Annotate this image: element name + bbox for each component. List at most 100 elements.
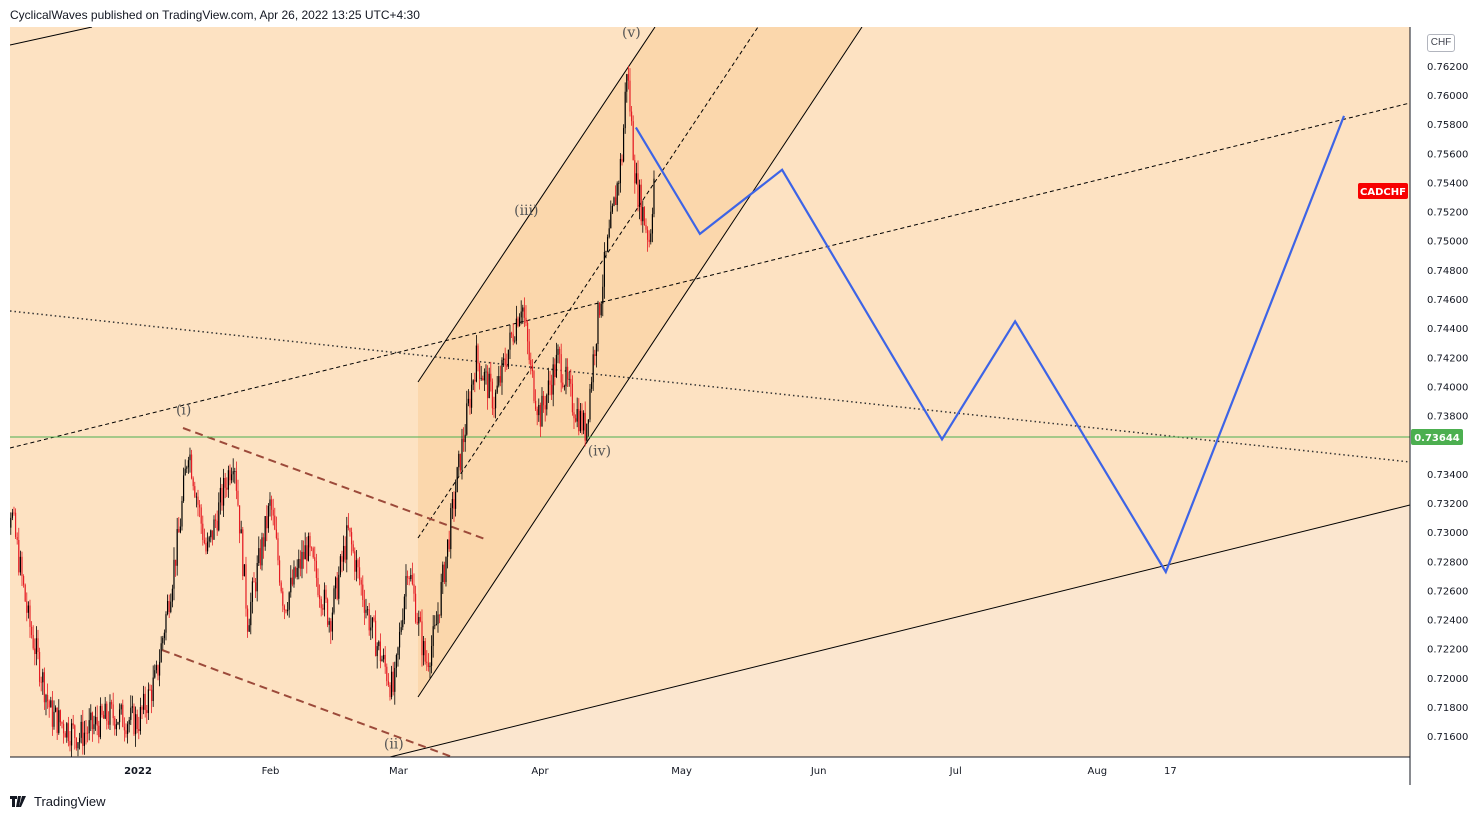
x-tick-label: Mar [389, 766, 409, 777]
candle-body [307, 536, 309, 561]
candle-body [152, 677, 154, 702]
candle-body [214, 519, 217, 521]
candle-body [272, 509, 274, 516]
candle-body [475, 345, 477, 382]
candle-body [13, 512, 15, 514]
candle-body [445, 556, 447, 583]
candle-body [293, 567, 295, 585]
lower-zone [10, 505, 1410, 757]
candle-body [154, 670, 156, 678]
candle-body [77, 742, 79, 749]
candle-body [27, 605, 29, 613]
candle-body [595, 344, 597, 356]
candle-body [262, 537, 265, 547]
candle-body [117, 722, 119, 725]
candle-body [280, 582, 282, 592]
candle-body [118, 709, 121, 723]
candle-body [491, 381, 493, 409]
candle-body [352, 544, 354, 552]
candle-body [602, 286, 604, 304]
candle-body [342, 545, 345, 562]
candle-body [131, 706, 133, 708]
candle-body [442, 564, 444, 583]
candle-body [544, 405, 546, 410]
candle-body [512, 334, 514, 342]
candle-body [550, 384, 553, 395]
candle-body [454, 492, 457, 509]
candle-body [230, 474, 233, 481]
candle-body [206, 541, 209, 552]
candle-body [429, 665, 431, 668]
candle-body [237, 490, 239, 506]
candle-body [517, 318, 519, 326]
candle-body [298, 558, 300, 568]
wave-label: (iii) [514, 203, 538, 219]
candle-body [136, 714, 138, 729]
candle-body [125, 730, 127, 734]
candle-body [496, 385, 498, 393]
candle-body [40, 681, 42, 683]
candle-body [174, 559, 177, 566]
candle-body [187, 460, 189, 468]
candle-body [376, 646, 378, 657]
candle-body [269, 499, 271, 506]
candle-body [560, 354, 562, 383]
candle-body [488, 373, 490, 399]
candle-body [458, 453, 460, 468]
brand-name: TradingView [34, 794, 106, 809]
candle-body [227, 470, 229, 490]
candle-body [522, 307, 524, 312]
candle-body [600, 303, 602, 316]
candle-body [325, 589, 327, 600]
candle-body [469, 398, 471, 408]
candle-body [534, 400, 537, 410]
candle-body [232, 471, 234, 475]
candle-body [586, 423, 588, 441]
candle-body [242, 529, 244, 577]
candle-body [323, 589, 325, 610]
candle-body [635, 173, 637, 184]
candle-body [194, 486, 196, 497]
candle-body [494, 392, 497, 409]
candle-body [184, 468, 186, 476]
currency-badge[interactable]: CHF [1427, 34, 1455, 52]
candle-body [35, 638, 37, 655]
candle-body [328, 621, 330, 625]
candle-body [502, 358, 505, 360]
candle-body [286, 609, 289, 612]
candle-body [363, 600, 365, 613]
candle-body [59, 710, 61, 723]
candle-body [558, 348, 561, 355]
candle-body [291, 577, 293, 585]
candle-body [277, 538, 279, 561]
candle-body [309, 536, 311, 548]
candle-body [467, 398, 469, 404]
candle-body [306, 545, 308, 561]
candle-body [251, 581, 253, 602]
candle-body [434, 625, 436, 627]
candle-body [349, 527, 351, 533]
wave-ii-channel-upper [182, 427, 486, 540]
candle-body [581, 410, 583, 431]
wave-label: (v) [622, 25, 641, 41]
x-tick-label: Aug [1088, 766, 1108, 777]
candle-body [94, 716, 97, 725]
candle-body [218, 502, 220, 531]
upper-left-line [10, 27, 93, 46]
candle-body [146, 710, 148, 714]
candle-body [133, 706, 135, 735]
y-tick-label: 0.72800 [1427, 557, 1468, 568]
candle-body [317, 577, 319, 596]
candle-body [438, 614, 441, 616]
candle-body [222, 477, 225, 506]
y-tick-label: 0.72600 [1427, 586, 1468, 597]
candle-body [243, 564, 245, 577]
y-tick-label: 0.73000 [1427, 528, 1468, 539]
candle-body [50, 700, 52, 708]
candle-body [506, 365, 508, 367]
candle-body [525, 317, 527, 323]
candle-body [198, 504, 201, 508]
candle-body [10, 517, 12, 528]
candle-body [182, 475, 185, 501]
